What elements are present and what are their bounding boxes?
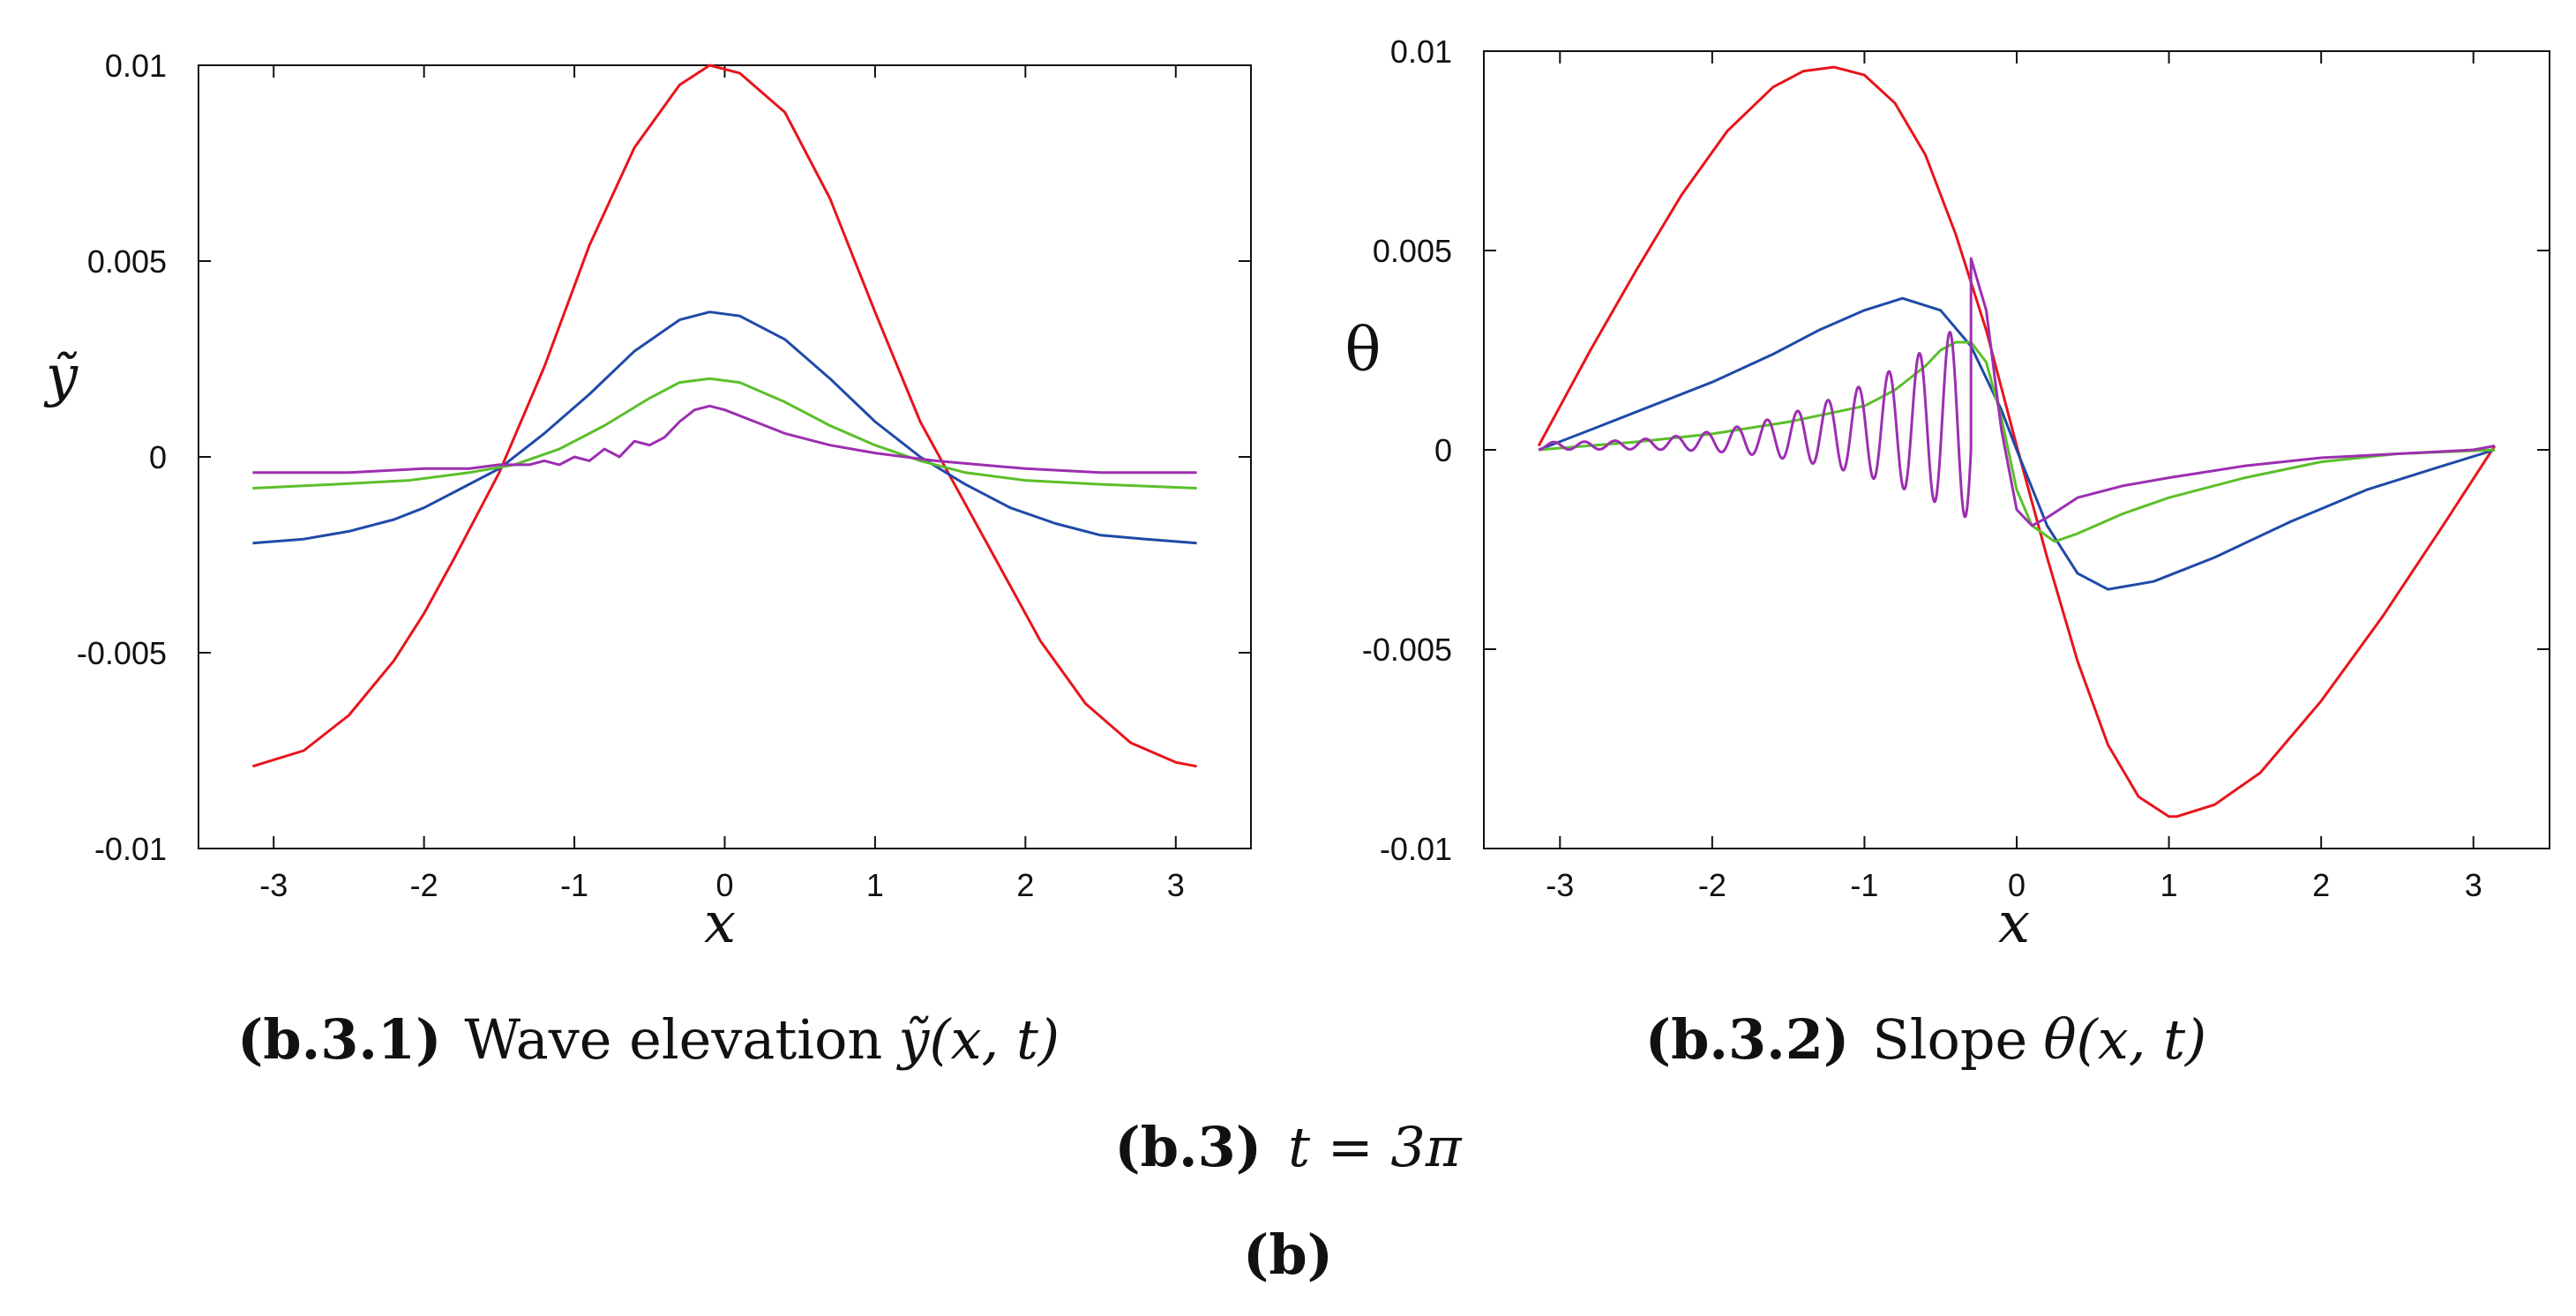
series-line-green bbox=[1538, 340, 2495, 543]
x-tick-label: 3 bbox=[2465, 867, 2482, 903]
y-tick-label: -0.01 bbox=[94, 831, 167, 867]
x-tick-label: -1 bbox=[1850, 867, 1878, 903]
chart-slope: -3 -2 -1 0 1 2 3 -0.01 -0.005 0 0.005 0.01 x θ bbox=[1345, 34, 2550, 956]
caption-b-3-2-math: θ(x, t) bbox=[2043, 1007, 2206, 1072]
caption-b-3: (b.3) t = 3π bbox=[1114, 1115, 1462, 1179]
caption-b-3-2-text: Slope bbox=[1872, 1007, 2027, 1072]
series-line-purple bbox=[1538, 257, 2496, 527]
ticks-left: -3 -2 -1 0 1 2 3 -0.01 -0.005 0 0.005 0.01 bbox=[77, 48, 1251, 903]
x-axis-label-right: x bbox=[1998, 891, 2030, 956]
x-tick-label: -3 bbox=[1546, 867, 1574, 903]
caption-b-3-1-label: (b.3.1) bbox=[237, 1007, 441, 1072]
series-line-red bbox=[1537, 65, 2497, 819]
series-line-red bbox=[251, 64, 1197, 768]
caption-b-3-2-label: (b.3.2) bbox=[1645, 1007, 1849, 1072]
x-tick-label: 1 bbox=[866, 867, 884, 903]
x-tick-label: -3 bbox=[259, 867, 288, 903]
y-tick-label: -0.01 bbox=[1380, 831, 1452, 867]
chart-wave-elevation: -3 -2 -1 0 1 2 3 -0.01 -0.005 0 0.005 0.01 x ỹ bbox=[43, 48, 1252, 956]
caption-b-3-math: t = 3π bbox=[1288, 1115, 1463, 1179]
series-line-green bbox=[252, 377, 1197, 490]
caption-b-3-1: (b.3.1) Wave elevation ỹ(x, t) bbox=[237, 1007, 1060, 1072]
x-tick-label: 0 bbox=[2008, 867, 2026, 903]
y-tick-label: 0 bbox=[1434, 432, 1452, 468]
series-line-blue bbox=[1538, 296, 2496, 591]
caption-b-3-label: (b.3) bbox=[1114, 1115, 1262, 1179]
x-tick-label: 0 bbox=[715, 867, 733, 903]
y-tick-label: 0.005 bbox=[1373, 233, 1452, 269]
x-tick-label: -2 bbox=[1698, 867, 1726, 903]
x-tick-label: -2 bbox=[410, 867, 438, 903]
y-tick-label: 0.005 bbox=[87, 243, 167, 280]
x-tick-label: 2 bbox=[1016, 867, 1034, 903]
x-tick-label: 1 bbox=[2160, 867, 2178, 903]
x-tick-label: 2 bbox=[2312, 867, 2330, 903]
y-tick-label: 0.01 bbox=[105, 48, 167, 84]
x-tick-label: -1 bbox=[560, 867, 588, 903]
y-axis-label-left: ỹ bbox=[43, 344, 79, 409]
y-tick-label: 0 bbox=[149, 439, 167, 475]
y-tick-label: 0.01 bbox=[1390, 34, 1452, 70]
series-line-blue bbox=[252, 310, 1197, 545]
caption-b-3-1-text: Wave elevation bbox=[464, 1007, 882, 1072]
ticks-right: -3 -2 -1 0 1 2 3 -0.01 -0.005 0 0.005 0.01 bbox=[1362, 34, 2550, 903]
caption-b-3-2: (b.3.2) Slope θ(x, t) bbox=[1645, 1007, 2207, 1072]
series-line-purple bbox=[252, 404, 1197, 475]
plot-frame-left bbox=[198, 64, 1252, 849]
caption-b: (b) bbox=[1243, 1223, 1333, 1287]
series-left bbox=[251, 64, 1197, 768]
y-tick-label: -0.005 bbox=[77, 635, 167, 671]
caption-b-3-1-math: ỹ(x, t) bbox=[895, 1007, 1060, 1072]
x-axis-label-left: x bbox=[704, 891, 736, 956]
y-axis-label-right: θ bbox=[1345, 316, 1382, 385]
y-tick-label: -0.005 bbox=[1362, 632, 1452, 668]
series-right bbox=[1537, 65, 2497, 819]
x-tick-label: 3 bbox=[1167, 867, 1185, 903]
